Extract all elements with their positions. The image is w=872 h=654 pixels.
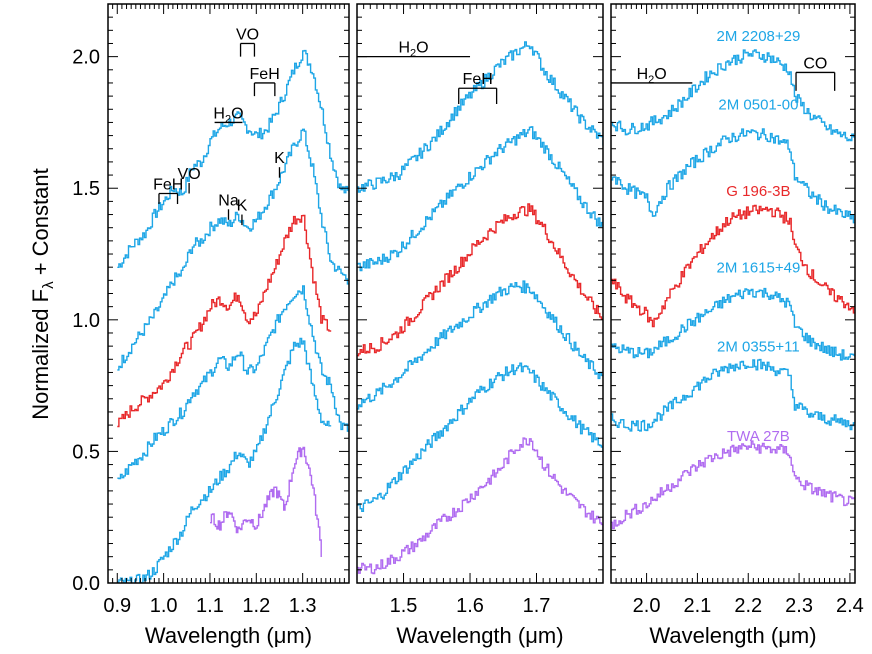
feature-label: VO [178, 166, 201, 183]
x-tick-label: 1.3 [289, 595, 317, 617]
spectrum-line [357, 437, 603, 575]
spectrum-line [357, 280, 603, 410]
y-tick-label: 1.5 [72, 178, 100, 200]
object-label: 2M 2208+29 [717, 28, 801, 45]
x-tick-label: 2.1 [684, 595, 712, 617]
feature-annotation: K [237, 198, 248, 226]
x-axis-title: Wavelength (μm) [145, 623, 312, 648]
feature-annotation: H2O [357, 40, 471, 60]
y-tick-label: 1.0 [72, 310, 100, 332]
spectrum-line [357, 203, 603, 357]
panel-frame [610, 3, 856, 584]
spectrum-line [357, 41, 603, 193]
x-tick-label: 2.2 [734, 595, 762, 617]
x-tick-label: 2.3 [785, 595, 813, 617]
feature-annotation: Na [218, 192, 239, 220]
feature-annotation: VO [178, 166, 201, 194]
feature-label: H2O [213, 105, 243, 125]
feature-label: FeH [153, 176, 183, 193]
spectrum-line [117, 128, 349, 371]
spectrum-line [117, 49, 349, 268]
feature-annotation: H2O [213, 105, 243, 125]
x-tick-label: 0.9 [103, 595, 131, 617]
spectrum-line [611, 204, 855, 328]
object-label: 2M 1615+49 [717, 259, 801, 276]
spectrum-line [117, 285, 349, 480]
feature-label: K [237, 198, 248, 215]
spectrum-line [611, 287, 855, 361]
feature-annotation: FeH [250, 66, 280, 97]
feature-label: CO [803, 55, 827, 72]
spectrum-line [611, 358, 855, 432]
y-axis-title: Normalized Fλ + Constant [28, 168, 57, 419]
spectrum-line [357, 126, 603, 272]
panel-2: H2O FeH 1.5 1.6 1.7 Wavelength (μm) [356, 3, 604, 648]
x-tick-label: 2.0 [633, 595, 661, 617]
y-axis-label: Normalized Fλ + Constant 0.0 0.5 1.0 1.5 2.0 [28, 47, 100, 595]
y-tick-label: 0.0 [72, 573, 100, 595]
x-tick-label: 1.7 [523, 595, 551, 617]
x-axis-title: Wavelength (μm) [396, 623, 563, 648]
x-tick-label: 1.5 [390, 595, 418, 617]
feature-annotation: CO [795, 55, 836, 91]
x-tick-label: 1.6 [456, 595, 484, 617]
object-label: 2M 0501-00 [718, 96, 798, 113]
spectrum-line [611, 49, 855, 142]
spectrum-line [210, 446, 322, 557]
feature-label: Na [218, 192, 239, 209]
x-axis-title: Wavelength (μm) [649, 623, 816, 648]
panel-frame [356, 3, 604, 584]
feature-label: K [274, 150, 285, 167]
y-tick-label: 0.5 [72, 441, 100, 463]
spectrum-line [611, 128, 855, 224]
feature-label: VO [236, 26, 259, 43]
x-tick-label: 1.0 [150, 595, 178, 617]
x-tick-label: 1.2 [242, 595, 270, 617]
x-tick-label: 2.4 [836, 595, 864, 617]
feature-label: FeH [250, 66, 280, 83]
y-tick-label: 2.0 [72, 47, 100, 69]
spectrum-line [611, 440, 855, 530]
feature-annotation: K [274, 150, 285, 178]
feature-annotation: FeH [458, 71, 498, 105]
spectrum-line [117, 337, 332, 583]
feature-label: H2O [637, 66, 667, 86]
spectrum-line [117, 214, 332, 428]
feature-label: H2O [398, 40, 428, 60]
feature-annotation: VO [236, 26, 259, 57]
feature-label: FeH [463, 71, 493, 88]
object-label: G 196-3B [726, 183, 790, 200]
feature-annotation: H2O [611, 66, 693, 86]
object-label: TWA 27B [727, 428, 790, 445]
feature-annotation: FeH [153, 176, 183, 205]
panel-frame [107, 3, 350, 584]
object-label: 2M 0355+11 [717, 338, 800, 355]
x-tick-label: 1.1 [196, 595, 224, 617]
spectrum-line [357, 362, 603, 512]
